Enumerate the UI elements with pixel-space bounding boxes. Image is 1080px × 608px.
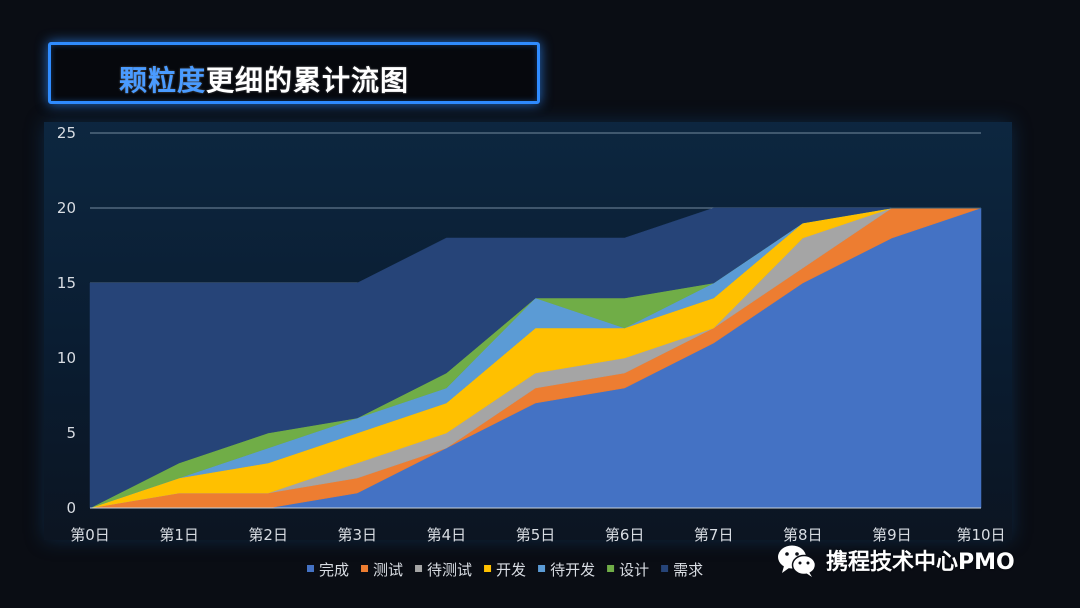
wechat-icon <box>778 545 817 577</box>
legend-label-4: 开发 <box>496 561 526 579</box>
legend-label-2: 测试 <box>373 561 403 579</box>
chart-title-box: 颗粒度更细的累计流图 <box>48 42 540 104</box>
watermark: 携程技术中心PMO <box>776 540 1015 580</box>
legend: 完成 测试 待测试 开发 待开发 设计 需求 <box>307 561 703 579</box>
x-tick-label: 第3日 <box>338 526 378 544</box>
axes: 0 5 10 15 20 25 第0日 第1日 第2日 第3日 第4日 第5日 第6日 第7日 第8日 第9日… <box>57 124 1006 544</box>
x-tick-label: 第0日 <box>70 526 110 544</box>
area-series-7 <box>89 207 981 509</box>
legend-swatch-2 <box>361 565 369 572</box>
x-tick-label: 第1日 <box>159 526 199 544</box>
y-tick-label: 10 <box>57 349 76 367</box>
x-tick-label: 第9日 <box>872 526 912 544</box>
x-tick-label: 第7日 <box>694 526 734 544</box>
chart-title-rest: 更细的累计流图 <box>206 64 410 97</box>
y-tick-label: 0 <box>66 499 76 517</box>
x-tick-label: 第4日 <box>427 526 467 544</box>
legend-swatch-6 <box>607 565 615 572</box>
legend-label-6: 设计 <box>619 561 649 579</box>
y-tick-label: 20 <box>57 199 76 217</box>
chart-title-accent: 颗粒度 <box>119 64 207 97</box>
legend-swatch-1 <box>307 565 314 572</box>
legend-label-7: 需求 <box>673 561 703 579</box>
legend-label-3: 待测试 <box>427 561 472 579</box>
legend-label-1: 完成 <box>319 561 349 579</box>
x-tick-label: 第5日 <box>516 526 556 544</box>
x-tick-label: 第8日 <box>783 526 823 544</box>
legend-label-5: 待开发 <box>550 561 595 579</box>
x-tick-label: 第6日 <box>605 526 645 544</box>
y-tick-label: 5 <box>66 424 76 442</box>
watermark-text: 携程技术中心PMO <box>826 550 1015 575</box>
chart-title: 颗粒度更细的累计流图 <box>119 59 409 99</box>
area-series <box>89 207 982 509</box>
legend-swatch-7 <box>661 565 669 572</box>
y-tick-label: 15 <box>57 274 76 292</box>
x-tick-label: 第2日 <box>248 526 288 544</box>
x-tick-label: 第10日 <box>956 526 1005 544</box>
legend-swatch-4 <box>484 565 492 572</box>
y-tick-label: 25 <box>57 124 76 142</box>
legend-swatch-3 <box>415 565 423 572</box>
legend-swatch-5 <box>538 565 546 572</box>
